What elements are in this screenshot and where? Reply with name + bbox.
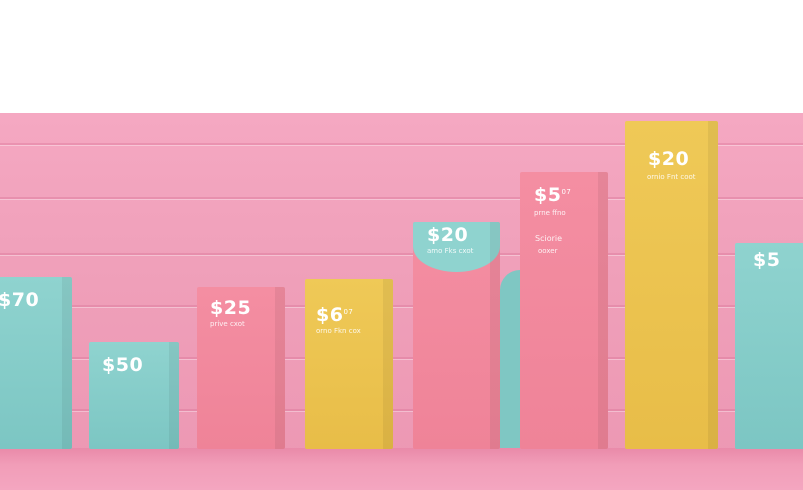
price-bar-6: $507 prne ffno Sciorie ooxer xyxy=(520,172,608,449)
price-label: $507 xyxy=(534,184,572,206)
wall-groove xyxy=(0,197,803,199)
price-label: $20 xyxy=(427,224,469,246)
price-bar-1: $70 xyxy=(0,277,72,449)
price-bar-7: $20 ornio Fnt coot xyxy=(625,121,718,449)
price-bar-3: $25 prive cxot xyxy=(197,287,285,449)
price-caption-3: ooxer xyxy=(538,247,558,255)
price-label: $70 xyxy=(0,289,40,311)
wall-groove xyxy=(0,305,803,307)
price-superscript: 07 xyxy=(343,308,354,316)
wall-groove xyxy=(0,143,803,145)
wall-groove xyxy=(0,357,803,359)
price-caption: amo Fks cxot xyxy=(427,247,474,255)
price-caption-2: Sciorie xyxy=(535,234,563,243)
wall-groove xyxy=(0,409,803,411)
price-caption: prive cxot xyxy=(210,320,245,328)
price-caption: orno Fkn cox xyxy=(316,327,361,335)
floor xyxy=(0,448,803,490)
price-label: $5 xyxy=(753,249,781,271)
teal-cap xyxy=(413,222,500,272)
price-bar-8: $5 xyxy=(735,243,803,449)
teal-arch-background xyxy=(500,270,520,448)
price-superscript: 07 xyxy=(561,188,572,196)
price-label: $607 xyxy=(316,304,354,326)
price-caption: ornio Fnt coot xyxy=(647,173,696,181)
price-bar-4: $607 orno Fkn cox xyxy=(305,279,393,449)
price-bar-2: $50 xyxy=(89,342,179,449)
price-caption: prne ffno xyxy=(534,209,566,217)
wall-groove xyxy=(0,253,803,255)
price-label: $50 xyxy=(102,354,144,376)
price-label: $25 xyxy=(210,297,252,319)
price-label: $20 xyxy=(648,148,690,170)
price-bar-5: $20 amo Fks cxot xyxy=(413,222,500,449)
